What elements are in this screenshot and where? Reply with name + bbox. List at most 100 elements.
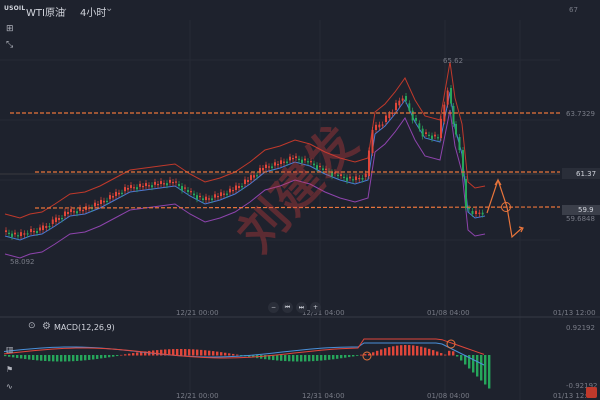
macd-histogram-bar bbox=[324, 355, 327, 361]
candle bbox=[375, 124, 377, 130]
candle bbox=[154, 181, 156, 185]
macd-histogram-bar bbox=[280, 355, 283, 361]
macd-histogram-bar bbox=[44, 355, 47, 361]
macd-histogram-bar bbox=[72, 355, 75, 362]
candle bbox=[202, 198, 204, 200]
macd-histogram-bar bbox=[192, 349, 195, 356]
candle bbox=[434, 134, 436, 137]
candle bbox=[425, 132, 427, 134]
candle bbox=[401, 98, 404, 101]
candle bbox=[58, 218, 60, 220]
interval-selector[interactable]: 4小时 bbox=[80, 8, 107, 19]
indicator-flag-icon[interactable]: ⚑ bbox=[6, 365, 14, 374]
interval-chevron-down-icon[interactable]: ⌄ bbox=[105, 3, 114, 14]
macd-histogram-bar bbox=[212, 351, 215, 356]
macd-histogram-bar bbox=[340, 355, 343, 359]
macd-histogram-bar bbox=[220, 352, 223, 356]
crosshair-tool-icon[interactable]: ⊞ bbox=[6, 24, 14, 34]
candle bbox=[11, 233, 13, 237]
candle bbox=[8, 232, 10, 234]
indicator-bars-icon[interactable]: ▥ bbox=[6, 345, 14, 354]
macd-histogram-bar bbox=[248, 355, 251, 357]
current-price-label: 59.9 bbox=[578, 206, 594, 214]
candle bbox=[277, 164, 279, 166]
candle bbox=[196, 195, 198, 200]
projection-arrow-icon bbox=[518, 226, 524, 233]
macd-histogram-bar bbox=[80, 355, 83, 361]
macd-visibility-icon[interactable]: ⊙ bbox=[28, 321, 36, 331]
macd-histogram-bar bbox=[440, 353, 443, 356]
macd-histogram-bar bbox=[420, 346, 423, 356]
macd-histogram-bar bbox=[436, 351, 439, 356]
macd-cross-marker-1 bbox=[362, 351, 372, 361]
expand-tool-icon[interactable]: ⤡ bbox=[6, 40, 14, 50]
macd-histogram-bar bbox=[8, 355, 11, 357]
macd-histogram-bar bbox=[240, 355, 243, 356]
candle bbox=[42, 225, 44, 230]
candle bbox=[265, 164, 267, 168]
candle bbox=[142, 186, 144, 188]
macd-histogram-bar bbox=[416, 345, 419, 356]
macd-line bbox=[3, 342, 485, 366]
macd-settings-gear-icon[interactable]: ⚙ bbox=[42, 321, 51, 332]
macd-histogram-bar bbox=[64, 355, 67, 362]
candle bbox=[421, 128, 424, 137]
corner-app-icon[interactable] bbox=[586, 387, 597, 398]
macd-histogram-bar bbox=[116, 355, 119, 357]
symbol-name[interactable]: WTI原油 bbox=[26, 8, 65, 19]
symbol-chevron-down-icon[interactable]: ⌄ bbox=[60, 3, 69, 14]
candle bbox=[39, 227, 41, 231]
candle bbox=[352, 179, 354, 181]
macd-histogram-bar bbox=[180, 349, 183, 356]
candle bbox=[136, 187, 138, 190]
macd-histogram-bar bbox=[476, 355, 479, 377]
candle bbox=[26, 233, 29, 235]
candle bbox=[262, 168, 264, 171]
candle bbox=[193, 193, 195, 196]
zoom-out-button[interactable]: − bbox=[268, 302, 279, 313]
symbol-badge[interactable]: USOIL bbox=[4, 5, 26, 12]
candle bbox=[408, 103, 411, 111]
low-annotation: 58.092 bbox=[10, 258, 35, 266]
candle bbox=[48, 226, 51, 228]
macd-histogram-bar bbox=[128, 353, 131, 356]
scroll-back-button[interactable]: ⏮ bbox=[282, 302, 293, 313]
candle bbox=[446, 90, 449, 105]
candle bbox=[428, 134, 430, 136]
candle bbox=[334, 172, 336, 174]
macd-histogram-bar bbox=[388, 347, 391, 356]
candle bbox=[395, 102, 397, 110]
macd-histogram-bar bbox=[24, 355, 27, 360]
candle bbox=[452, 106, 455, 124]
candle bbox=[361, 178, 364, 180]
macd-histogram-bar bbox=[396, 345, 399, 356]
time-label-2: 01/08 04:00 bbox=[427, 309, 470, 317]
scroll-forward-button[interactable]: ⏭ bbox=[296, 302, 307, 313]
chart-grid bbox=[0, 20, 560, 400]
candle bbox=[163, 183, 165, 185]
macd-time-label-0: 12/21 00:00 bbox=[176, 392, 219, 400]
macd-histogram-bar bbox=[184, 349, 187, 356]
macd-indicator-label[interactable]: MACD(12,26,9) bbox=[54, 323, 115, 332]
macd-histogram-bar bbox=[100, 355, 103, 359]
trend-level-line[interactable] bbox=[34, 206, 561, 209]
candle bbox=[208, 198, 210, 200]
macd-histogram-bar bbox=[316, 355, 319, 361]
macd-histogram-bar bbox=[144, 351, 147, 356]
macd-histogram-bar bbox=[272, 355, 275, 361]
projection-circle-marker bbox=[501, 202, 511, 212]
candle bbox=[322, 168, 324, 170]
candle bbox=[385, 115, 387, 122]
projection-path[interactable] bbox=[486, 178, 523, 239]
candle bbox=[418, 123, 421, 129]
price-level-tag-61 bbox=[562, 168, 600, 179]
zoom-in-button[interactable]: + bbox=[310, 302, 321, 313]
candle bbox=[88, 207, 90, 209]
candle bbox=[187, 190, 189, 192]
macd-histogram-bar bbox=[392, 346, 395, 356]
indicator-pulse-icon[interactable]: ∿ bbox=[6, 382, 13, 391]
macd-histogram-bar bbox=[196, 349, 199, 356]
macd-histogram-bar bbox=[320, 355, 323, 361]
candle bbox=[115, 191, 117, 196]
